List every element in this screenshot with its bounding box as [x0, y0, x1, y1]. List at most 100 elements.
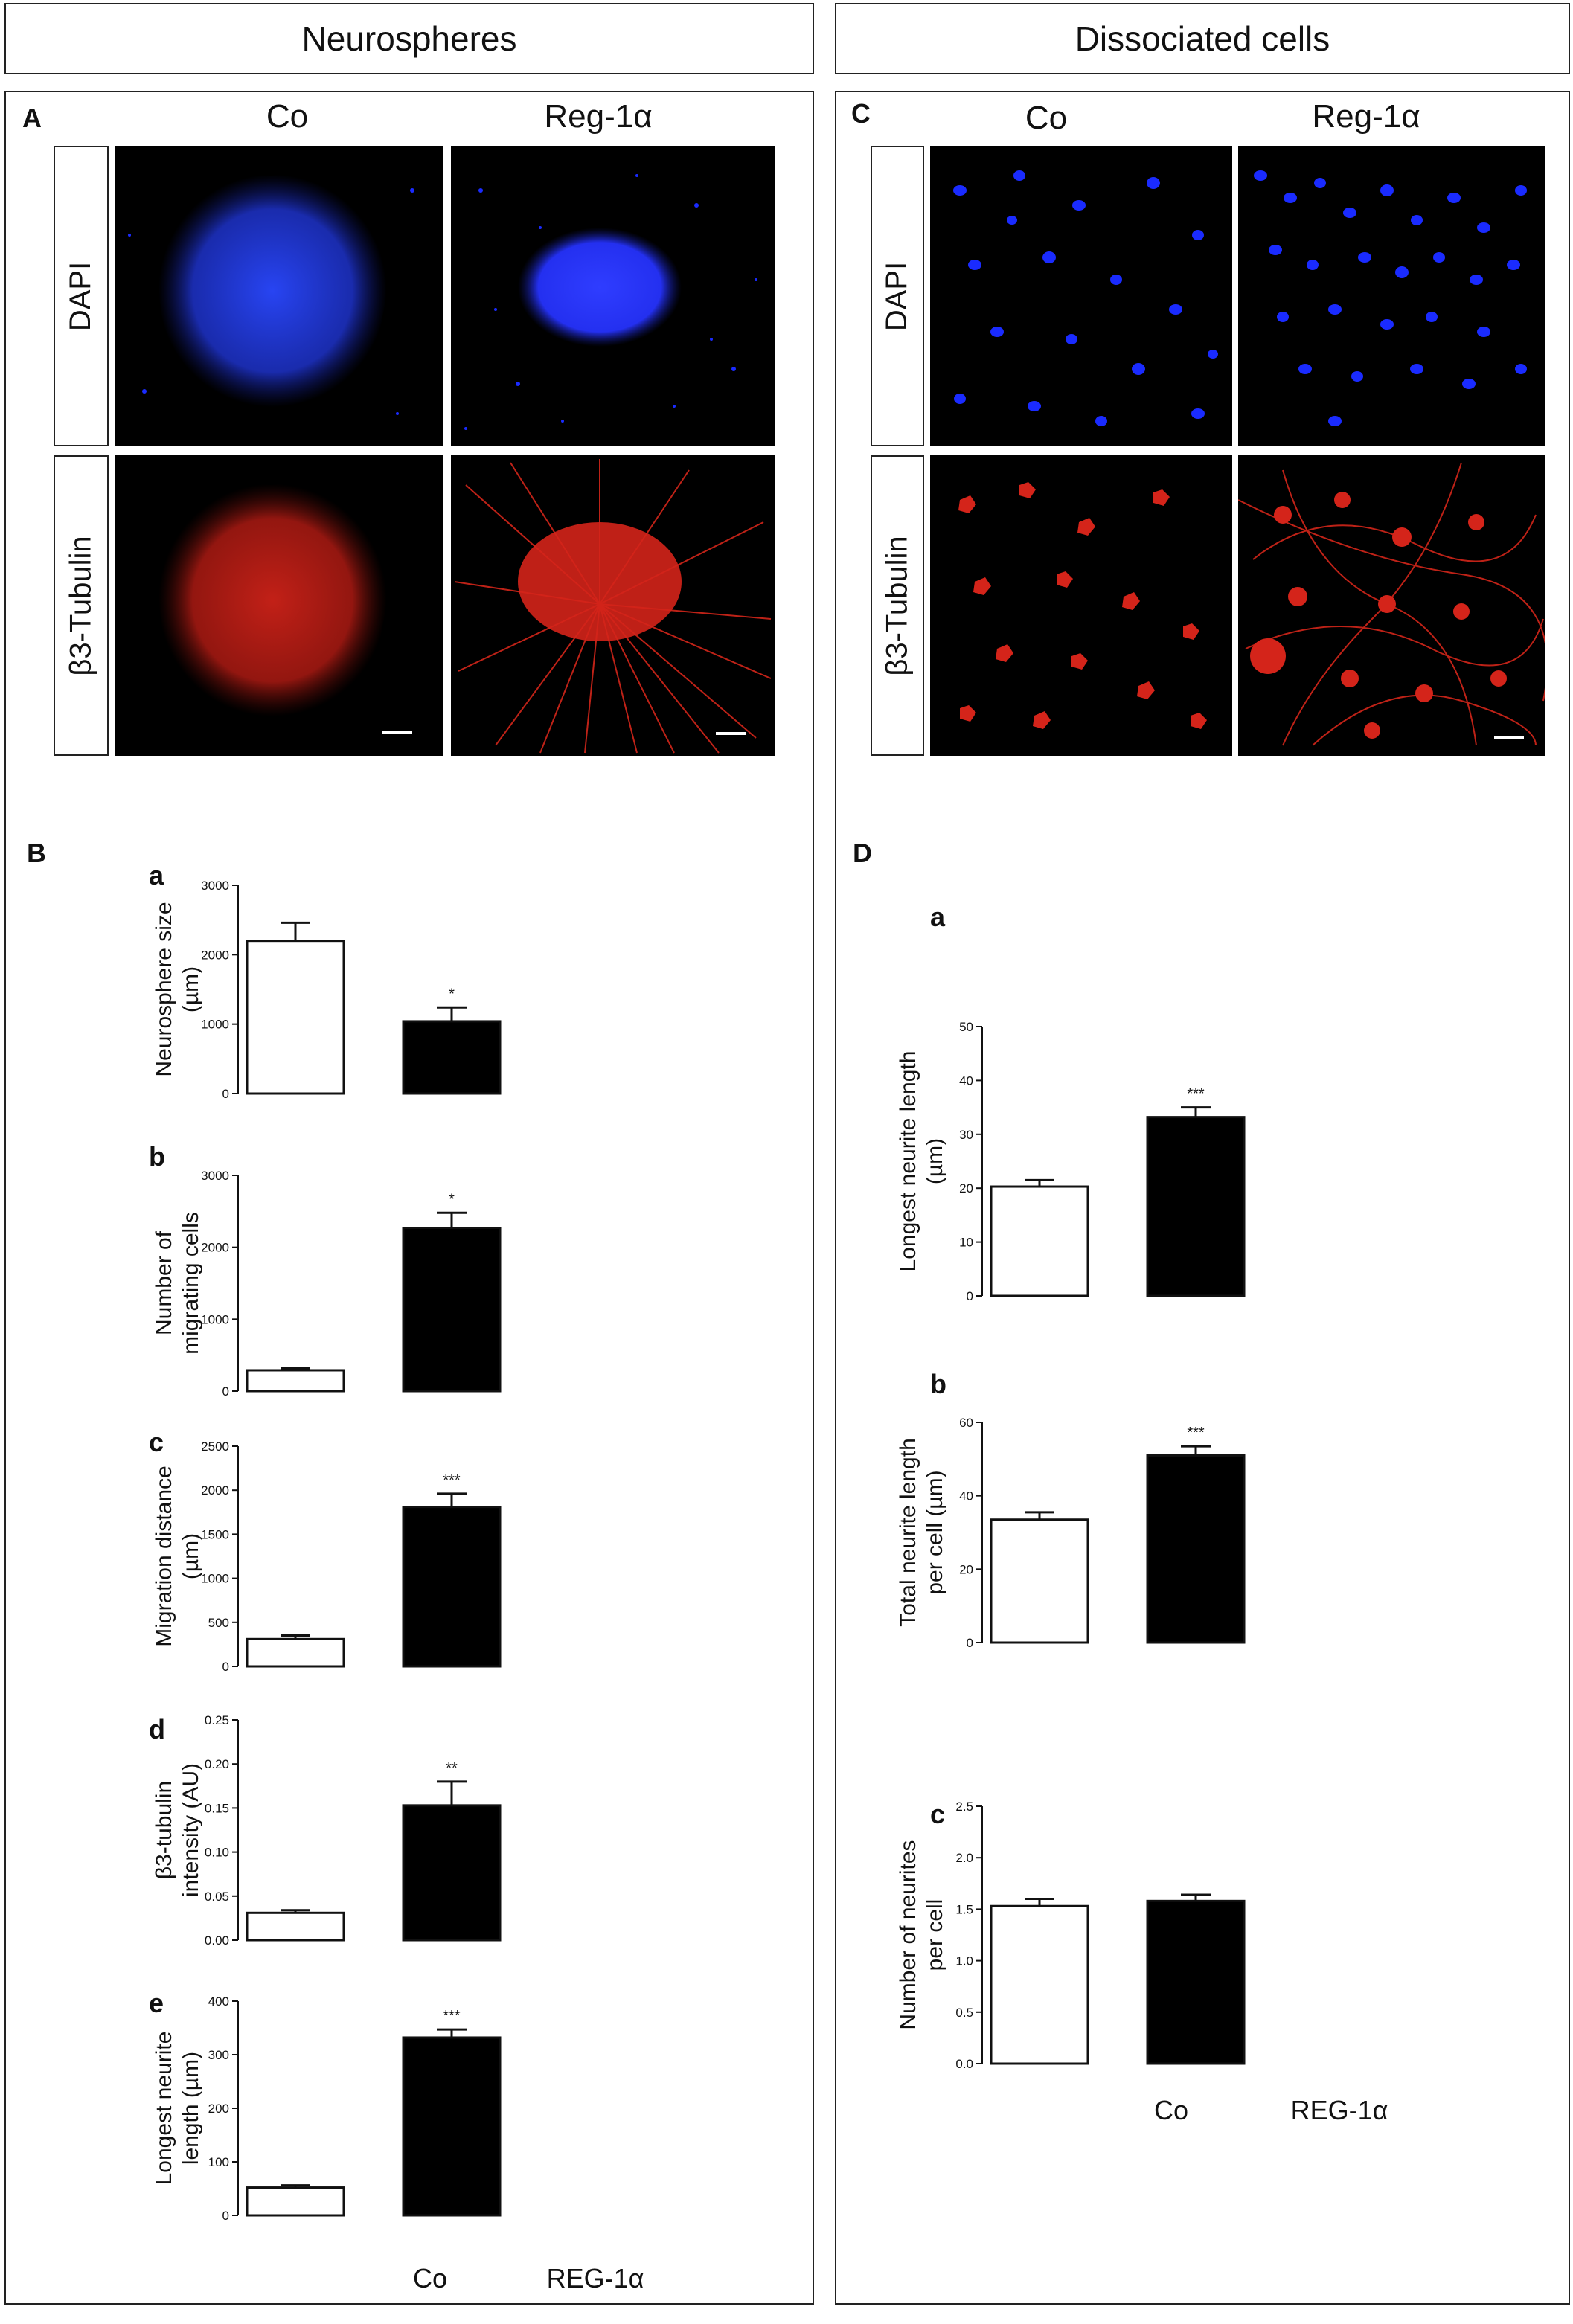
y-tick-label: 0: [967, 1289, 973, 1303]
row-label-dapi-text: DAPI: [64, 261, 97, 331]
significance-marker: ***: [443, 2008, 461, 2024]
significance-marker: ***: [1187, 1086, 1205, 1102]
col-label-reg-left: Reg-1α: [544, 98, 653, 135]
y-tick-label: 0: [222, 1660, 229, 1674]
chart-b3-tubulin-intensity: 0.00 0.05 0.10 0.15 0.20 0.25 β3-tubulin intens…: [104, 1713, 506, 1951]
y-tick-label: 2000: [201, 1241, 229, 1255]
bar-co: [990, 1185, 1089, 1297]
y-tick-label: 500: [208, 1616, 229, 1630]
x-label-co-left: Co: [412, 2263, 448, 2293]
y-tick-label: 1.0: [955, 1954, 973, 1968]
row-label-dapi-left: DAPI: [54, 146, 109, 446]
y-axis-title: Longest neurite length: [896, 1051, 920, 1272]
panel-label-b: B: [27, 838, 46, 868]
y-tick-label: 40: [959, 1073, 973, 1088]
y-axis-title: Neurosphere size: [152, 902, 176, 1076]
chart-longest-neurite-dissociated: 0 10 20 30 40 50 Longest neurite length (µm) ***: [848, 1020, 1250, 1307]
y-axis-title: (µm): [179, 1533, 203, 1579]
col-label-co-left: Co: [266, 98, 309, 135]
y-tick-label: 30: [959, 1128, 973, 1142]
chart-migration-distance: 0 500 1000 1500 2000 2500 Migration distance (µ…: [104, 1439, 506, 1678]
row-label-dapi-text: DAPI: [880, 261, 914, 331]
row-label-dapi-right: DAPI: [871, 146, 924, 446]
y-tick-label: 0.5: [955, 2006, 973, 2020]
image-dissociated-co-tubulin: [930, 455, 1232, 756]
y-axis-title: per cell: [923, 1899, 947, 1971]
image-dissociated-reg-tubulin: [1238, 455, 1545, 756]
image-neurosphere-co-tubulin: [115, 455, 443, 756]
y-tick-label: 3000: [201, 879, 229, 893]
chart-neurosphere-size: 0 1000 2000 3000 Neurosphere size (µm) *: [104, 879, 506, 1105]
y-axis-title: Longest neurite: [152, 2032, 176, 2186]
y-axis-title: migrating cells: [179, 1212, 203, 1355]
y-tick-label: 10: [959, 1236, 973, 1250]
y-tick-label: 0: [967, 1636, 973, 1650]
sublabel-d-a: a: [930, 902, 946, 932]
image-neurosphere-reg-tubulin: [451, 455, 775, 756]
y-tick-label: 0.15: [205, 1801, 229, 1815]
bar-reg-1-: [402, 1227, 502, 1393]
header-dissociated-cells: Dissociated cells: [835, 3, 1570, 74]
y-tick-label: 50: [959, 1020, 973, 1034]
sublabel-d-c: c: [930, 1799, 946, 1829]
sublabel-b-b: b: [149, 1141, 165, 1172]
y-axis-title: Migration distance: [152, 1466, 176, 1646]
panel-label-c: C: [851, 98, 871, 129]
y-axis-title: Number of neurites: [896, 1840, 920, 2029]
panel-label-d: D: [853, 838, 872, 868]
significance-marker: ***: [1187, 1425, 1205, 1441]
bar-co: [246, 1369, 345, 1393]
y-axis-title: intensity (AU): [179, 1763, 203, 1897]
y-tick-label: 300: [208, 2048, 229, 2062]
image-dissociated-reg-dapi: [1238, 146, 1545, 446]
y-tick-label: 2000: [201, 948, 229, 962]
row-label-tubulin-left: β3-Tubulin: [54, 455, 109, 756]
significance-marker: ***: [443, 1472, 461, 1489]
bar-co: [246, 2186, 345, 2217]
y-tick-label: 20: [959, 1181, 973, 1195]
header-neurospheres: Neurospheres: [4, 3, 814, 74]
y-tick-label: 1.5: [955, 1902, 973, 1916]
chart-longest-neurite-neurospheres: 0 100 200 300 400 Longest neurite length (µm) *…: [104, 1994, 506, 2227]
bar-co: [246, 940, 345, 1095]
y-tick-label: 60: [959, 1416, 973, 1430]
scale-bar: [382, 731, 412, 734]
x-label-co-right: Co: [1153, 2095, 1189, 2125]
scale-bar: [1494, 736, 1524, 739]
row-label-tubulin-text: β3-Tubulin: [880, 535, 914, 676]
y-tick-label: 20: [959, 1562, 973, 1576]
bar-reg-1-: [1146, 1116, 1246, 1297]
image-dissociated-co-dapi: [930, 146, 1232, 446]
y-axis-title: Total neurite length: [896, 1438, 920, 1627]
x-label-reg-left: REG-1α: [546, 2263, 644, 2293]
y-axis-title: per cell (µm): [923, 1470, 947, 1594]
y-tick-label: 2.5: [955, 1800, 973, 1814]
y-tick-label: 1000: [201, 1018, 229, 1032]
y-tick-label: 0: [222, 2209, 229, 2223]
image-neurosphere-reg-dapi: [451, 146, 775, 446]
bar-reg-1-: [402, 2036, 502, 2217]
y-tick-label: 0.00: [205, 1933, 229, 1948]
image-neurosphere-co-dapi: [115, 146, 443, 446]
y-tick-label: 2500: [201, 1439, 229, 1454]
bar-co: [990, 1904, 1089, 2065]
bar-reg-1-: [1146, 1899, 1246, 2065]
sublabel-b-c: c: [149, 1427, 164, 1457]
y-tick-label: 1500: [201, 1527, 229, 1541]
sublabel-d-b: b: [930, 1369, 946, 1399]
col-label-reg-right: Reg-1α: [1312, 98, 1420, 135]
x-label-reg-right: REG-1α: [1290, 2095, 1388, 2125]
scale-bar: [716, 732, 746, 735]
y-tick-label: 200: [208, 2102, 229, 2116]
y-tick-label: 40: [959, 1489, 973, 1503]
panel-label-a: A: [22, 103, 42, 133]
y-tick-label: 0.20: [205, 1757, 229, 1771]
y-axis-title: β3-tubulin: [152, 1781, 176, 1879]
bar-reg-1-: [402, 1020, 502, 1095]
bar-reg-1-: [402, 1506, 502, 1668]
y-tick-label: 0.10: [205, 1846, 229, 1860]
y-tick-label: 1000: [201, 1572, 229, 1586]
y-axis-title: (µm): [179, 966, 203, 1012]
sublabel-b-e: e: [149, 1988, 164, 2018]
y-axis-title: Number of: [152, 1230, 176, 1335]
